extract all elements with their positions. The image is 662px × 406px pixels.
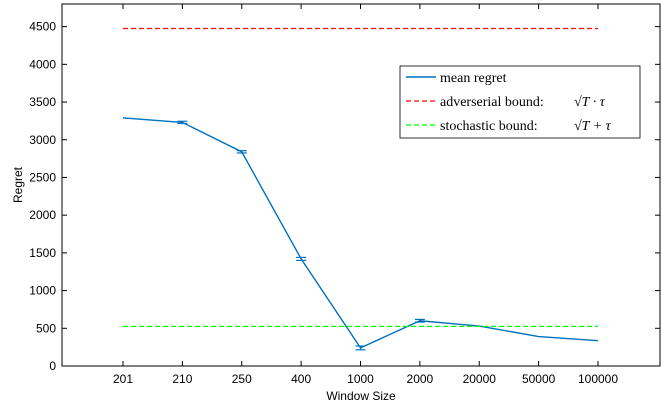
axis-layer: 0 500 1000 1500 2000 2500 3000 3500 4000 4500 201 2…: [29, 4, 660, 386]
legend: mean regret adverserial bound: √T · τ st…: [399, 65, 641, 139]
x-axis-title: Window Size: [326, 389, 396, 403]
y-tick-label: 3500: [29, 95, 56, 109]
x-tick-label: 1000: [347, 372, 374, 386]
y-tick-label: 1000: [29, 284, 56, 298]
legend-formula-stochastic-bound: √T + τ: [574, 119, 612, 134]
legend-box: [399, 65, 641, 139]
y-tick-label: 1500: [29, 246, 56, 260]
y-tick-label: 4500: [29, 20, 56, 34]
legend-label-stochastic-bound: stochastic bound:: [440, 119, 538, 134]
legend-formula-adverserial-bound: √T · τ: [574, 95, 606, 110]
x-tick-label: 2000: [407, 372, 434, 386]
x-tick-label: 20000: [463, 372, 497, 386]
y-tick-label: 2500: [29, 170, 56, 184]
x-tick-label: 201: [113, 372, 133, 386]
x-tick-label: 210: [172, 372, 192, 386]
y-tick-label: 2000: [29, 208, 56, 222]
plot-area: [61, 3, 661, 367]
x-tick-label: 400: [291, 372, 311, 386]
y-axis-title: Regret: [11, 166, 25, 203]
y-tick-label: 500: [36, 321, 56, 335]
x-tick-label: 250: [232, 372, 252, 386]
y-tick-label: 4000: [29, 57, 56, 71]
legend-label-mean-regret: mean regret: [440, 71, 507, 86]
x-tick-label: 50000: [522, 372, 556, 386]
y-tick-label: 3000: [29, 133, 56, 147]
y-tick-label: 0: [49, 359, 56, 373]
series-layer: [122, 27, 599, 351]
legend-label-adverserial-bound: adverserial bound:: [440, 95, 544, 110]
x-tick-label: 100000: [578, 372, 618, 386]
